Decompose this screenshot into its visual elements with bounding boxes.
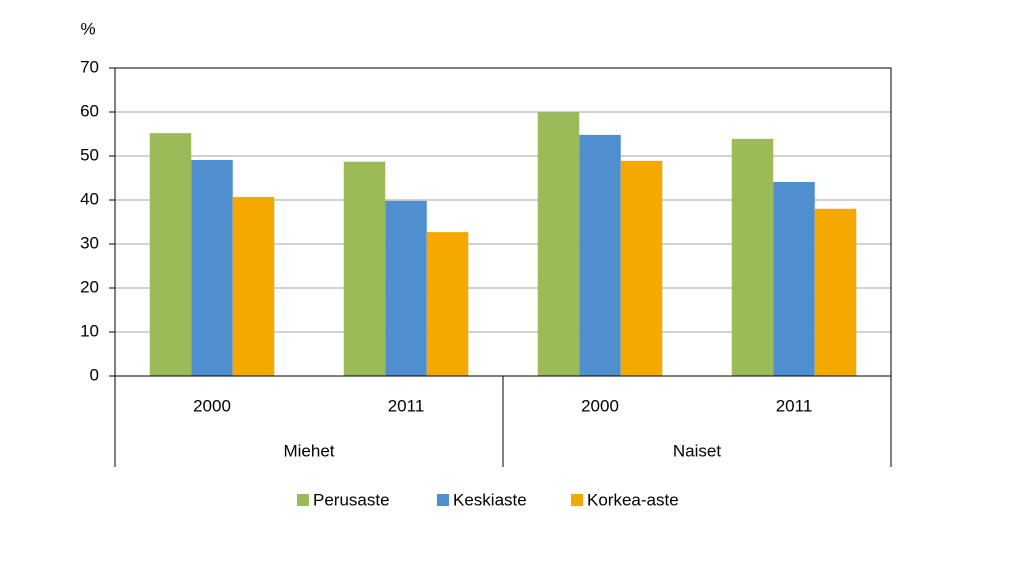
y-tick-label: 10 — [80, 321, 99, 340]
legend-swatch — [571, 494, 583, 506]
y-tick-label: 0 — [90, 365, 99, 384]
x-tick-label: 2011 — [776, 396, 813, 415]
bar — [426, 232, 469, 376]
y-axis-label: % — [80, 19, 95, 38]
bar — [814, 208, 857, 376]
x-tick-label: 2000 — [581, 396, 619, 415]
group-label: Naiset — [673, 441, 721, 460]
bar — [579, 134, 621, 376]
y-tick-label: 30 — [80, 233, 99, 252]
legend-swatch — [297, 494, 309, 506]
legend-swatch — [437, 494, 449, 506]
plot-frame — [114, 67, 892, 377]
bar — [620, 160, 663, 376]
y-tick-label: 40 — [80, 189, 99, 208]
bar — [232, 196, 275, 376]
y-tick-label: 50 — [80, 145, 99, 164]
group-label: Miehet — [283, 441, 334, 460]
legend-label: Perusaste — [313, 490, 390, 509]
bar — [343, 161, 386, 376]
y-tick-label: 60 — [80, 101, 99, 120]
bar — [537, 112, 580, 376]
x-tick-label: 2000 — [193, 396, 231, 415]
bar — [731, 138, 774, 376]
bar — [385, 200, 427, 376]
x-tick-label: 2011 — [388, 396, 425, 415]
legend-label: Keskiaste — [453, 490, 527, 509]
legend-label: Korkea-aste — [587, 490, 679, 509]
bar — [149, 133, 192, 376]
y-tick-label: 20 — [80, 277, 99, 296]
bar — [191, 159, 233, 376]
bar — [773, 181, 815, 376]
y-tick-label: 70 — [80, 57, 99, 76]
